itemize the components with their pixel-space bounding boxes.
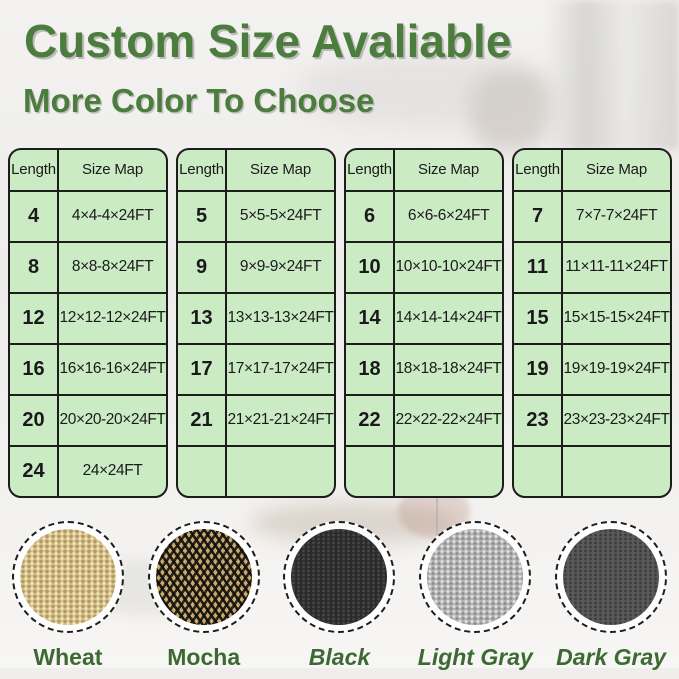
- length-header: Length: [179, 161, 224, 179]
- swatch-label: Black: [308, 644, 371, 670]
- length-cell: 14: [346, 292, 393, 343]
- size-map-cell: 5×5-5×24FT: [225, 190, 334, 241]
- size-map-cell: 20×20-20×24FT: [57, 394, 166, 445]
- fabric-texture-mocha: [155, 529, 252, 625]
- size-map-cell: 16×16-16×24FT: [57, 343, 166, 394]
- size-map-cell: 6×6-6×24FT: [393, 190, 502, 241]
- color-swatch-wheat: Wheat: [0, 521, 135, 671]
- swatch-dashed-ring: [283, 521, 396, 633]
- swatch-label: Light Gray: [417, 644, 533, 670]
- length-cell: 10: [346, 241, 393, 292]
- size-map-cell: 8×8-8×24FT: [57, 241, 166, 292]
- size-map-cell: 15×15-15×24FT: [561, 292, 670, 343]
- background-photo-ghost: [545, 0, 679, 150]
- size-map-cell: 11×11-11×24FT: [561, 241, 670, 292]
- size-table: Length Size Map 7 7×7-7×24FT 11 11×11-11×24FT…: [512, 148, 672, 498]
- swatch-dashed-ring: [419, 521, 532, 633]
- size-map-cell: [561, 445, 670, 496]
- size-map-cell: [225, 445, 334, 496]
- length-header: Length: [347, 161, 392, 179]
- length-cell: 24: [10, 445, 57, 496]
- length-cell: 17: [178, 343, 225, 394]
- fabric-texture-wheat: [19, 529, 116, 625]
- size-map-cell: 19×19-19×24FT: [561, 343, 670, 394]
- length-cell: 8: [10, 241, 57, 292]
- fabric-texture-dark-gray: [563, 529, 660, 625]
- fabric-texture-light-gray: [427, 529, 524, 625]
- color-swatch-dark-gray: Dark Gray: [544, 521, 679, 671]
- size-map-cell: 12×12-12×24FT: [57, 292, 166, 343]
- size-map-cell: 10×10-10×24FT: [393, 241, 502, 292]
- length-cell: 9: [178, 241, 225, 292]
- size-table: Length Size Map 5 5×5-5×24FT 9 9×9-9×24FT 13 13…: [176, 148, 336, 498]
- size-map-cell: 24×24FT: [57, 445, 166, 496]
- length-cell: 16: [10, 343, 57, 394]
- color-swatch-light-gray: Light Gray: [408, 521, 543, 671]
- size-map-header: Size Map: [225, 150, 334, 190]
- length-cell: 20: [10, 394, 57, 445]
- size-map-header: Size Map: [57, 150, 166, 190]
- background-photo-ghost: [470, 70, 550, 150]
- size-map-cell: 21×21-21×24FT: [225, 394, 334, 445]
- size-map-cell: 18×18-18×24FT: [393, 343, 502, 394]
- length-header: Length: [11, 161, 56, 179]
- size-map-cell: 7×7-7×24FT: [561, 190, 670, 241]
- length-cell: 12: [10, 292, 57, 343]
- size-map-cell: 23×23-23×24FT: [561, 394, 670, 445]
- size-map-cell: 14×14-14×24FT: [393, 292, 502, 343]
- size-map-cell: 17×17-17×24FT: [225, 343, 334, 394]
- swatch-dashed-ring: [11, 521, 124, 633]
- size-map-header: Size Map: [561, 150, 670, 190]
- swatch-label: Wheat: [33, 644, 103, 670]
- page-title: Custom Size Avaliable: [24, 15, 512, 67]
- fabric-texture-black: [291, 529, 388, 625]
- length-cell: 11: [514, 241, 561, 292]
- length-cell: 19: [514, 343, 561, 394]
- size-map-cell: 9×9-9×24FT: [225, 241, 334, 292]
- length-header: Length: [515, 161, 560, 179]
- swatch-label: Dark Gray: [556, 644, 667, 670]
- swatch-dashed-ring: [147, 521, 260, 633]
- length-cell: [346, 445, 393, 496]
- length-cell: 6: [346, 190, 393, 241]
- length-cell: 7: [514, 190, 561, 241]
- size-map-cell: [393, 445, 502, 496]
- size-map-header: Size Map: [393, 150, 502, 190]
- size-tables: Length Size Map 4 4×4-4×24FT 8 8×8-8×24FT 12 12…: [8, 148, 672, 498]
- size-map-cell: 22×22-22×24FT: [393, 394, 502, 445]
- color-swatch-black: Black: [272, 521, 407, 671]
- color-swatch-mocha: Mocha: [136, 521, 271, 671]
- size-map-cell: 4×4-4×24FT: [57, 190, 166, 241]
- color-swatches: Wheat Mocha Black Light Gray Dark Gray: [0, 521, 679, 671]
- length-cell: 15: [514, 292, 561, 343]
- length-cell: 21: [178, 394, 225, 445]
- page-subtitle: More Color To Choose: [23, 82, 375, 119]
- size-table: Length Size Map 4 4×4-4×24FT 8 8×8-8×24FT 12 12…: [8, 148, 168, 498]
- length-cell: 22: [346, 394, 393, 445]
- swatch-dashed-ring: [555, 521, 668, 633]
- size-table: Length Size Map 6 6×6-6×24FT 10 10×10-10×24FT…: [344, 148, 504, 498]
- length-cell: 23: [514, 394, 561, 445]
- length-cell: 13: [178, 292, 225, 343]
- length-cell: [178, 445, 225, 496]
- size-map-cell: 13×13-13×24FT: [225, 292, 334, 343]
- length-cell: 5: [178, 190, 225, 241]
- length-cell: 18: [346, 343, 393, 394]
- length-cell: 4: [10, 190, 57, 241]
- swatch-label: Mocha: [167, 644, 241, 670]
- length-cell: [514, 445, 561, 496]
